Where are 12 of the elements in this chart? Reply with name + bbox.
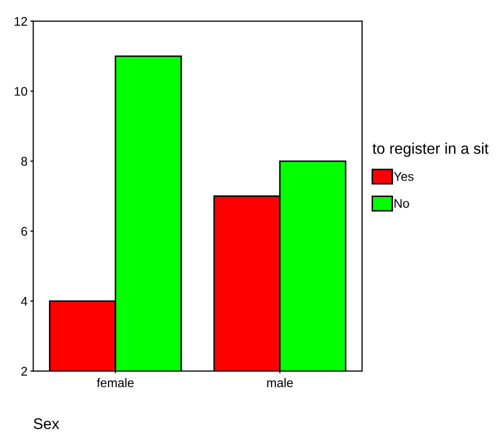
y-tick-label: 8 <box>21 156 28 166</box>
legend-label: Yes <box>394 172 414 181</box>
y-tick-label: 12 <box>14 16 28 26</box>
x-tick-label: male <box>267 378 293 388</box>
legend-label: No <box>394 199 410 208</box>
legend-title: to register in a sit <box>372 142 489 157</box>
x-tick-label: female <box>96 378 134 388</box>
x-axis-title: Sex <box>34 418 60 430</box>
y-tick-label: 2 <box>21 366 28 376</box>
y-tick-label: 4 <box>21 297 28 306</box>
y-tick-label: 10 <box>14 86 28 96</box>
y-tick-label: 6 <box>21 226 28 236</box>
